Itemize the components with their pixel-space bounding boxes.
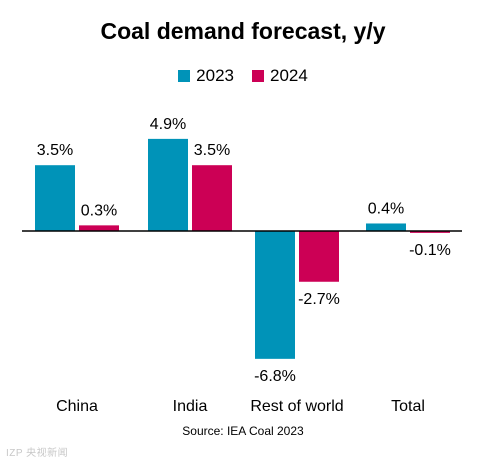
category-label-total: Total [391, 398, 425, 415]
data-label-2024-china: 0.3% [81, 202, 117, 219]
bar-2024-rest-of-world [299, 231, 339, 282]
source-note: Source: IEA Coal 2023 [182, 424, 304, 438]
bar-2023-rest-of-world [255, 231, 295, 359]
legend-label-2024: 2024 [270, 66, 308, 85]
data-label-2024-rest-of-world: -2.7% [298, 291, 340, 308]
category-label-china: China [56, 398, 98, 415]
legend-label-2023: 2023 [196, 66, 234, 85]
legend-swatch-2023 [178, 70, 191, 82]
data-label-2024-total: -0.1% [409, 242, 451, 259]
bar-2023-india [148, 138, 188, 231]
data-label-2023-india: 4.9% [150, 116, 186, 133]
category-label-rest-of-world: Rest of world [250, 398, 343, 415]
legend-swatch-2024 [252, 70, 264, 82]
category-label-india: India [173, 398, 208, 415]
bar-2023-china [35, 165, 75, 231]
legend: 2023 2024 [0, 66, 486, 86]
data-label-2023-total: 0.4% [368, 200, 404, 217]
bar-2024-india [192, 165, 232, 231]
data-label-2023-rest-of-world: -6.8% [254, 368, 296, 385]
watermark: IZP 央视新闻 [6, 448, 69, 459]
chart-title: Coal demand forecast, y/y [100, 18, 386, 44]
bar-2023-total [366, 223, 406, 231]
bar-2024-china [79, 225, 119, 231]
data-label-2023-china: 3.5% [37, 142, 73, 159]
legend-item-2023: 2023 [178, 66, 234, 86]
bar-2024-total [410, 231, 450, 233]
data-label-2024-india: 3.5% [194, 142, 230, 159]
legend-item-2024: 2024 [252, 66, 308, 86]
